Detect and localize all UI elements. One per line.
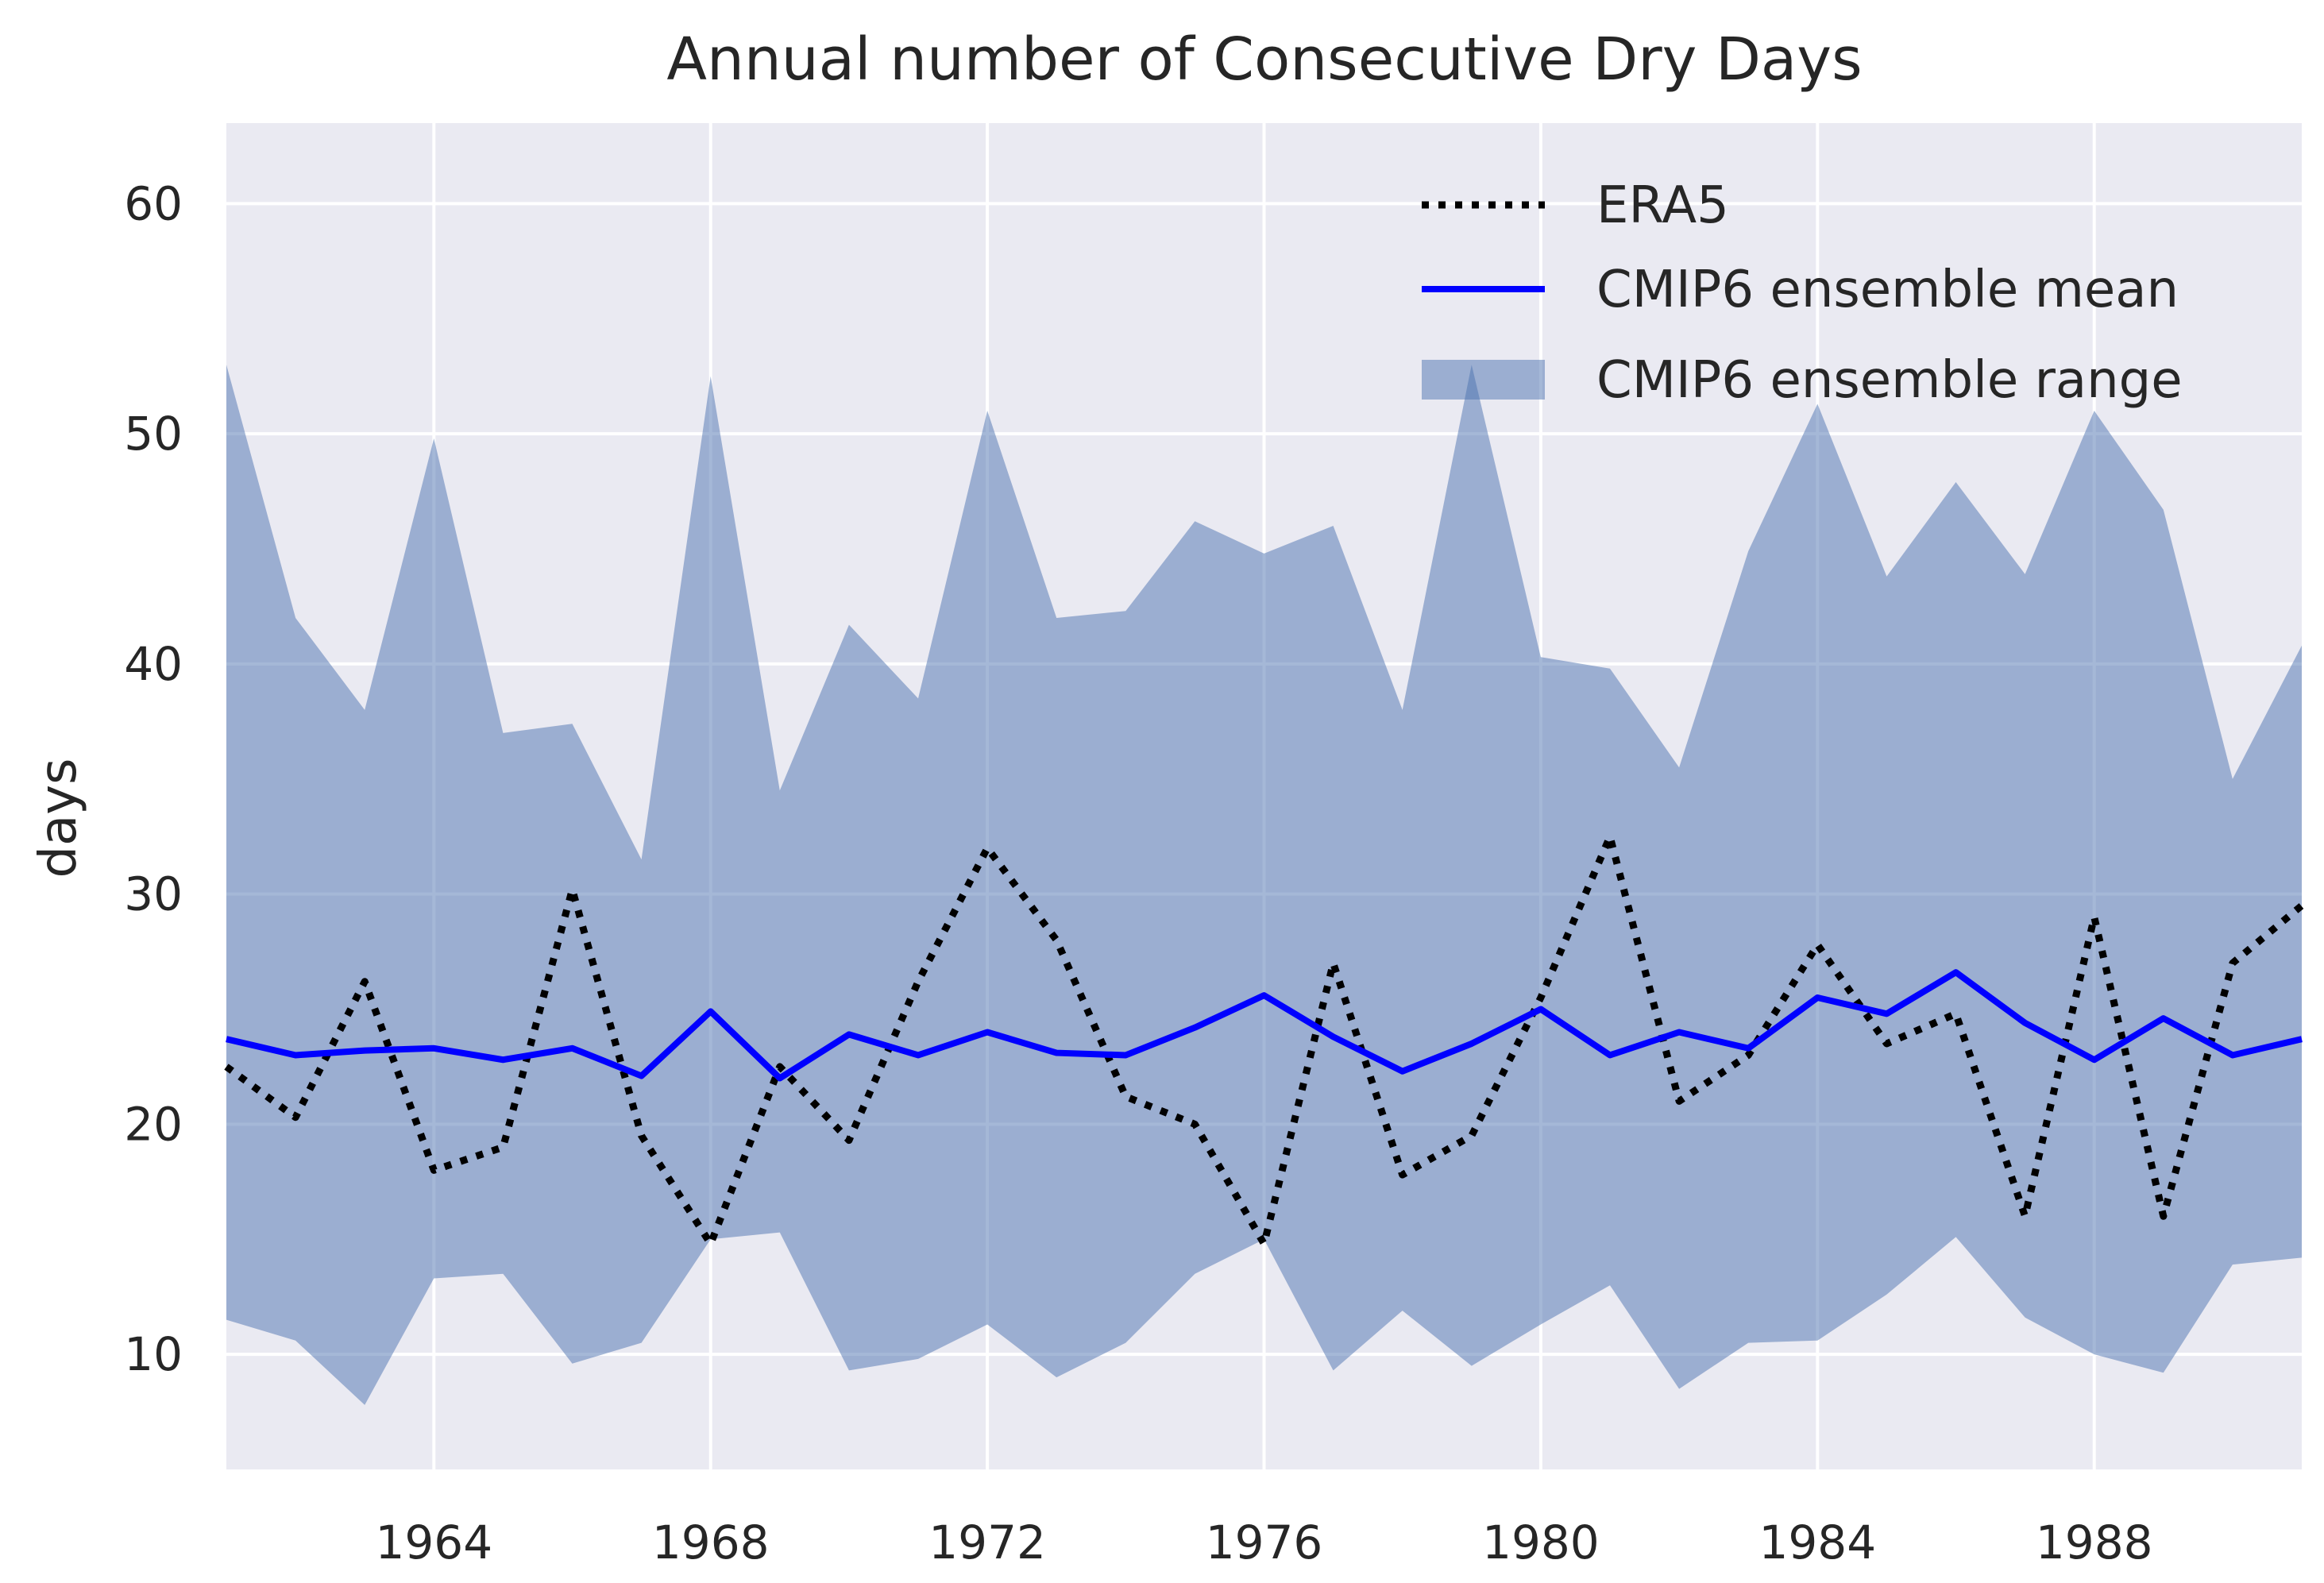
y-axis-label: days <box>29 758 88 878</box>
x-tick-label: 1980 <box>1482 1515 1600 1569</box>
series-band-cmip6-range <box>226 365 2302 1405</box>
y-tick-label: 50 <box>124 407 183 461</box>
legend-label-cmip6-mean: CMIP6 ensemble mean <box>1596 261 2179 319</box>
x-tick-label: 1964 <box>375 1515 492 1569</box>
x-tick-label: 1972 <box>928 1515 1046 1569</box>
x-tick-label: 1968 <box>652 1515 770 1569</box>
y-axis-ticks: 10 20 30 40 50 60 <box>124 176 183 1381</box>
x-axis-ticks: 1964 1968 1972 1976 1980 1984 1988 <box>375 1515 2152 1569</box>
y-tick-label: 60 <box>124 176 183 230</box>
x-tick-label: 1988 <box>2036 1515 2153 1569</box>
legend: ERA5 CMIP6 ensemble mean CMIP6 ensemble ra… <box>1422 176 2183 410</box>
y-tick-label: 30 <box>124 867 183 921</box>
y-tick-label: 40 <box>124 637 183 691</box>
x-tick-label: 1984 <box>1758 1515 1876 1569</box>
chart-title: Annual number of Consecutive Dry Days <box>666 25 1862 94</box>
legend-label-era5: ERA5 <box>1596 176 1729 235</box>
x-tick-label: 1976 <box>1206 1515 1323 1569</box>
range-band-layer <box>226 365 2302 1405</box>
series-line-cmip6-mean <box>226 969 2303 1082</box>
y-tick-label: 10 <box>124 1327 183 1381</box>
y-tick-label: 20 <box>124 1097 183 1151</box>
legend-label-cmip6-range: CMIP6 ensemble range <box>1596 351 2183 410</box>
series-lines <box>224 832 2304 1248</box>
legend-swatch-cmip6-range <box>1422 360 1545 400</box>
